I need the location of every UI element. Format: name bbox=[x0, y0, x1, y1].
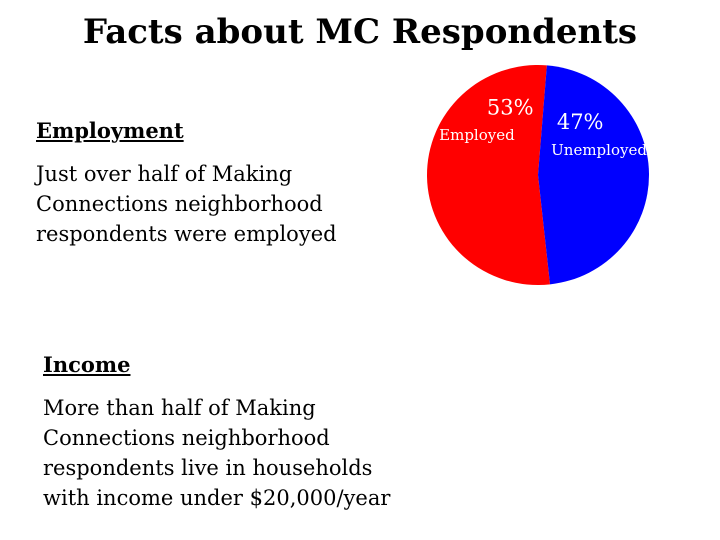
pie-category-label-unemployed: Unemployed bbox=[551, 141, 647, 159]
pie-value-label-unemployed: 47% bbox=[557, 110, 604, 134]
pie-slice-unemployed bbox=[538, 65, 649, 285]
pie-category-label-employed: Employed bbox=[439, 126, 515, 144]
page-title: Facts about MC Respondents bbox=[82, 12, 638, 52]
employment-description: Just over half of Making Connections nei… bbox=[36, 162, 337, 246]
pie-slice-employed bbox=[426, 65, 551, 285]
pie-value-label-employed: 53% bbox=[487, 96, 534, 120]
income-description: More than half of Making Connections nei… bbox=[43, 396, 391, 510]
employment-pie-chart: 53% Employed 47% Unemployed bbox=[426, 65, 649, 285]
income-heading: Income bbox=[43, 352, 131, 377]
employment-heading: Employment bbox=[36, 118, 184, 143]
